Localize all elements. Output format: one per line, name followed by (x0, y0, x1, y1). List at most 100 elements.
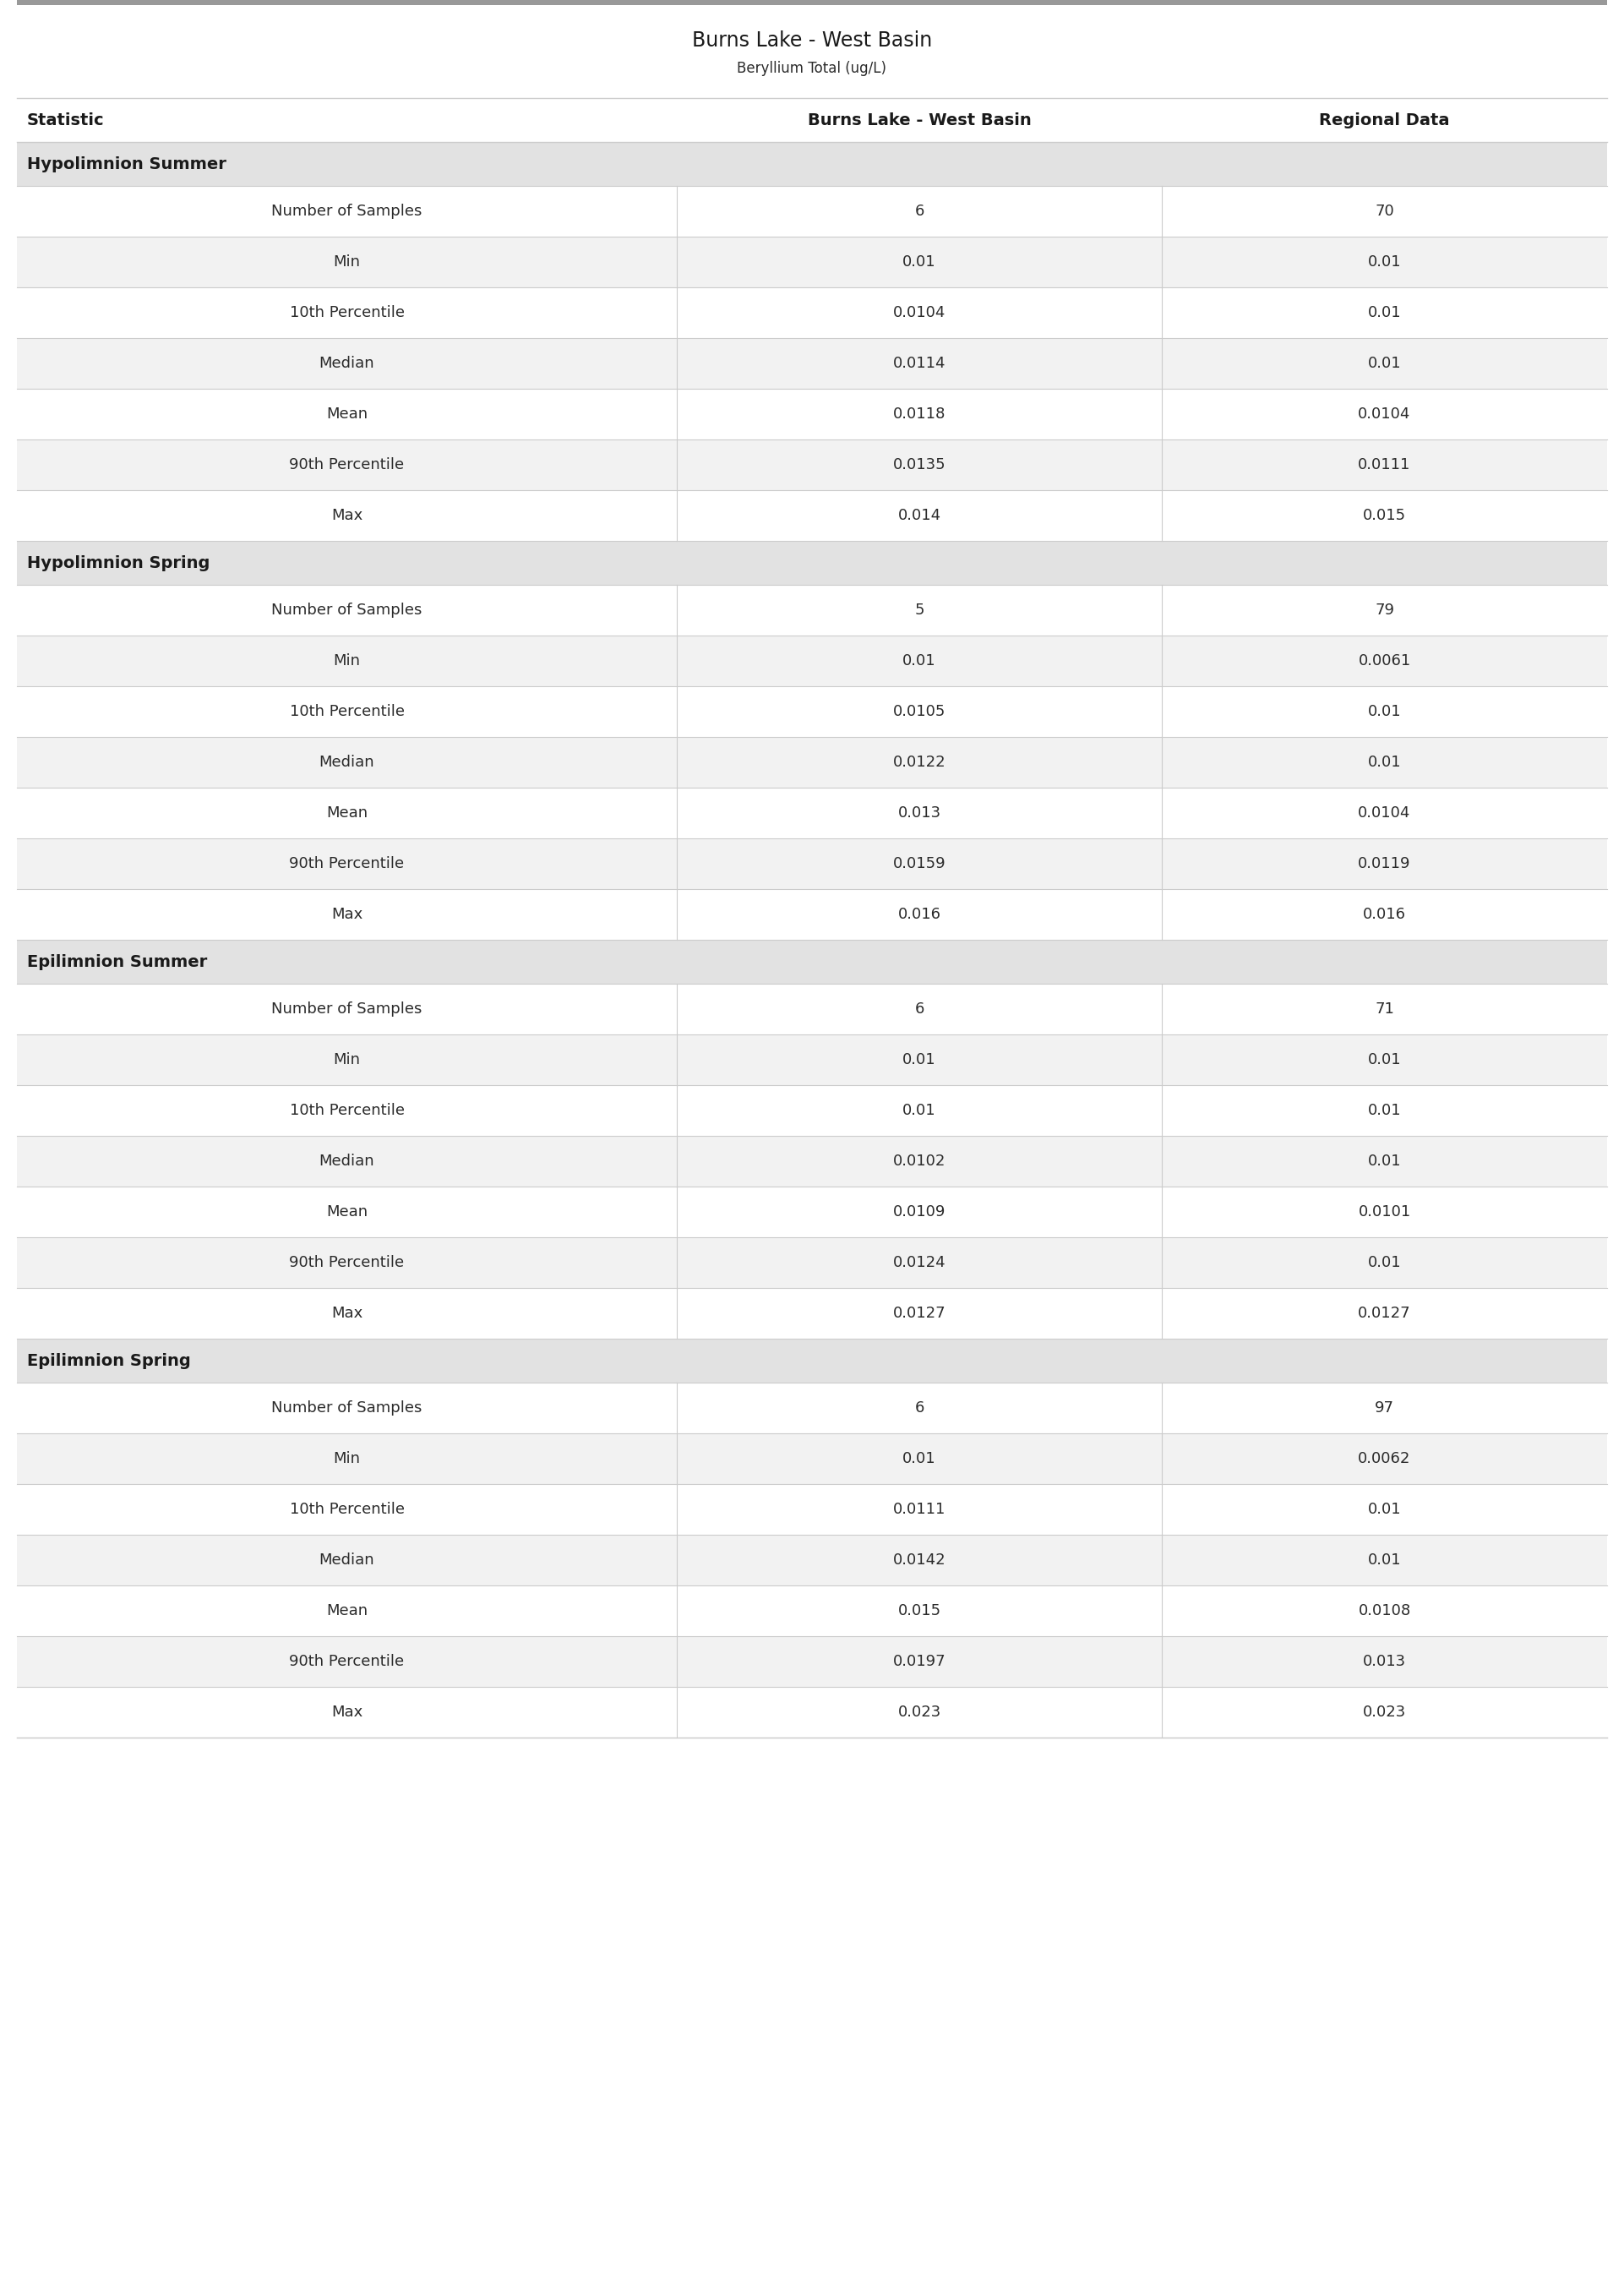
Bar (16, 1535, 1608, 1584)
Text: 0.016: 0.016 (1363, 906, 1406, 922)
Bar (16, 288, 1608, 338)
Text: 0.01: 0.01 (903, 1103, 935, 1119)
Bar (16, 838, 1608, 890)
Text: 0.01: 0.01 (1367, 1103, 1402, 1119)
Text: 0.0104: 0.0104 (893, 304, 945, 320)
Text: 0.01: 0.01 (903, 654, 935, 667)
Text: 0.0127: 0.0127 (1358, 1305, 1411, 1321)
Text: Mean: Mean (326, 406, 367, 422)
Text: Min: Min (333, 1053, 361, 1067)
Bar (16, 788, 1608, 838)
Text: 0.0108: 0.0108 (1358, 1603, 1411, 1619)
Text: Max: Max (331, 1305, 362, 1321)
Text: 0.01: 0.01 (1367, 704, 1402, 720)
Text: 0.0135: 0.0135 (893, 456, 945, 472)
Text: Max: Max (331, 906, 362, 922)
Bar (16, 338, 1608, 388)
Bar (16, 440, 1608, 490)
Text: 0.0159: 0.0159 (893, 856, 945, 872)
Text: 0.0118: 0.0118 (893, 406, 945, 422)
Text: 0.01: 0.01 (1367, 1053, 1402, 1067)
Text: Median: Median (320, 1553, 375, 1569)
Text: 0.0101: 0.0101 (1358, 1205, 1411, 1219)
Text: 0.0109: 0.0109 (893, 1205, 945, 1219)
Bar (16, 1382, 1608, 1432)
Text: 0.01: 0.01 (903, 1451, 935, 1466)
Text: 0.013: 0.013 (1363, 1655, 1406, 1668)
Text: 90th Percentile: 90th Percentile (289, 1655, 404, 1668)
Text: Burns Lake - West Basin: Burns Lake - West Basin (692, 30, 932, 50)
Text: 0.0104: 0.0104 (1358, 806, 1411, 822)
Text: 6: 6 (914, 1001, 924, 1017)
Text: 10th Percentile: 10th Percentile (289, 704, 404, 720)
Text: 0.023: 0.023 (1363, 1705, 1406, 1721)
Text: 0.0104: 0.0104 (1358, 406, 1411, 422)
Text: Hypolimnion Spring: Hypolimnion Spring (28, 554, 209, 570)
Text: Number of Samples: Number of Samples (271, 204, 422, 218)
Bar (16, 940, 1608, 983)
Bar (16, 1187, 1608, 1237)
Bar (16, 1135, 1608, 1187)
Text: 90th Percentile: 90th Percentile (289, 1255, 404, 1271)
Text: 70: 70 (1376, 204, 1393, 218)
Text: Epilimnion Spring: Epilimnion Spring (28, 1353, 190, 1369)
Text: 0.01: 0.01 (903, 254, 935, 270)
Bar (16, 490, 1608, 540)
Bar (16, 1035, 1608, 1085)
Bar (16, 1287, 1608, 1339)
Bar (16, 540, 1608, 586)
Bar (16, 1584, 1608, 1637)
Bar (16, 738, 1608, 788)
Text: 71: 71 (1376, 1001, 1393, 1017)
Bar (16, 236, 1608, 288)
Text: 6: 6 (914, 204, 924, 218)
Bar (16, 1432, 1608, 1485)
Text: 97: 97 (1376, 1401, 1393, 1416)
Text: Median: Median (320, 356, 375, 370)
Text: Number of Samples: Number of Samples (271, 602, 422, 617)
Bar (16, 983, 1608, 1035)
Text: Mean: Mean (326, 806, 367, 822)
Bar (16, 1485, 1608, 1535)
Text: 0.0111: 0.0111 (1358, 456, 1411, 472)
Text: Hypolimnion Summer: Hypolimnion Summer (28, 157, 226, 173)
Bar (16, 1339, 1608, 1382)
Text: Regional Data: Regional Data (1319, 111, 1450, 127)
Text: Number of Samples: Number of Samples (271, 1401, 422, 1416)
Text: Min: Min (333, 1451, 361, 1466)
Text: 10th Percentile: 10th Percentile (289, 1103, 404, 1119)
Text: Burns Lake - West Basin: Burns Lake - West Basin (807, 111, 1031, 127)
Text: 0.016: 0.016 (898, 906, 940, 922)
Bar (16, 98, 1608, 143)
Bar (16, 586, 1608, 636)
Bar (16, 388, 1608, 440)
Text: 0.01: 0.01 (903, 1053, 935, 1067)
Bar (16, 5, 1608, 98)
Text: 10th Percentile: 10th Percentile (289, 1503, 404, 1516)
Text: 0.0197: 0.0197 (893, 1655, 945, 1668)
Text: Epilimnion Summer: Epilimnion Summer (28, 953, 208, 969)
Text: Mean: Mean (326, 1205, 367, 1219)
Text: 0.0127: 0.0127 (893, 1305, 945, 1321)
Text: 0.015: 0.015 (1363, 508, 1406, 522)
Bar (16, 686, 1608, 738)
Text: Beryllium Total (ug/L): Beryllium Total (ug/L) (737, 61, 887, 75)
Bar (16, 1687, 1608, 1737)
Text: 0.01: 0.01 (1367, 304, 1402, 320)
Text: 0.013: 0.013 (898, 806, 940, 822)
Text: 0.0114: 0.0114 (893, 356, 945, 370)
Text: 0.01: 0.01 (1367, 254, 1402, 270)
Text: Median: Median (320, 754, 375, 770)
Text: 0.014: 0.014 (898, 508, 940, 522)
Bar (16, 1085, 1608, 1135)
Text: Number of Samples: Number of Samples (271, 1001, 422, 1017)
Text: 0.0062: 0.0062 (1358, 1451, 1411, 1466)
Text: 0.023: 0.023 (898, 1705, 940, 1721)
Text: 0.01: 0.01 (1367, 754, 1402, 770)
Text: 90th Percentile: 90th Percentile (289, 856, 404, 872)
Text: Statistic: Statistic (28, 111, 104, 127)
Text: Median: Median (320, 1153, 375, 1169)
Text: 0.0122: 0.0122 (893, 754, 945, 770)
Bar (16, 186, 1608, 236)
Text: 0.015: 0.015 (898, 1603, 940, 1619)
